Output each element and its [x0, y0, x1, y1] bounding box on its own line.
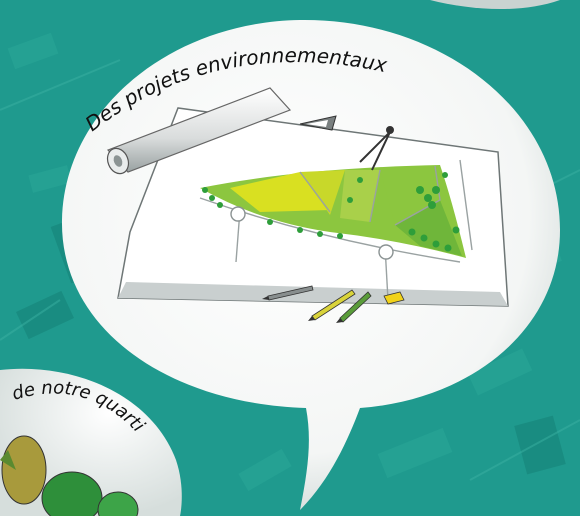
compass-icon: [359, 126, 394, 171]
tree-icon: [202, 172, 460, 252]
pencil-icon: [262, 285, 314, 301]
eraser-icon: [383, 291, 405, 305]
roundabout-icon: [378, 244, 394, 260]
pencils-group: [262, 285, 405, 323]
pencil-icon: [308, 289, 356, 321]
roundabout-icon: [230, 206, 246, 222]
blueprint-plan: [106, 87, 509, 307]
pencil-icon: [336, 291, 372, 323]
top-bubble-edge: [430, 0, 560, 10]
rolled-blueprint-icon: [106, 87, 292, 175]
protractor-icon: [299, 115, 337, 131]
tree-icon: [0, 435, 139, 516]
